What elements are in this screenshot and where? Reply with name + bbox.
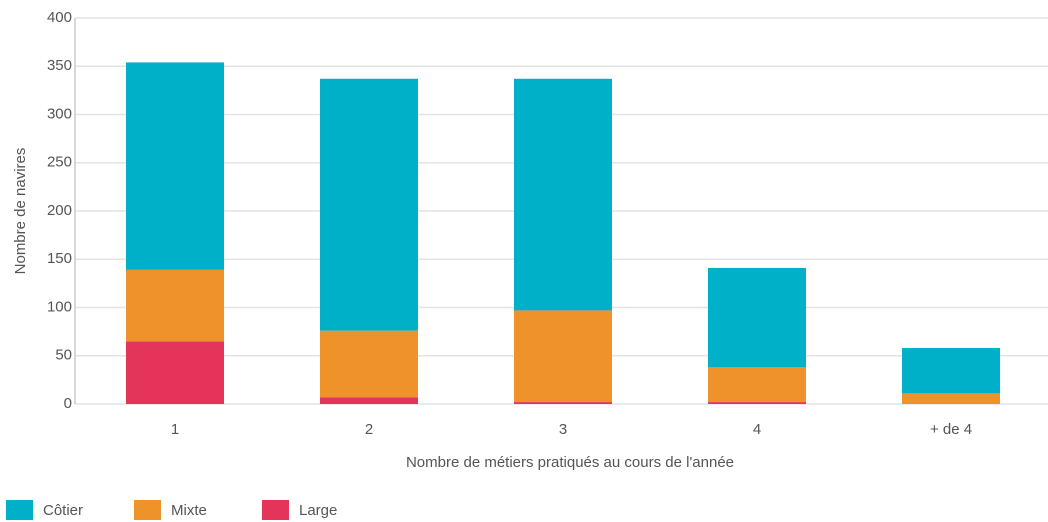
- bar-segment: [320, 78, 418, 331]
- x-axis-label: Nombre de métiers pratiqués au cours de …: [406, 454, 734, 471]
- x-tick-label: + de 4: [930, 421, 972, 438]
- bar-segment: [320, 397, 418, 404]
- bar-segment: [902, 348, 1000, 394]
- bar-segment: [514, 78, 612, 311]
- bar-segment: [320, 330, 418, 398]
- y-tick-label: 50: [55, 347, 72, 364]
- legend-swatch: [262, 500, 289, 520]
- x-tick-label: 3: [559, 421, 567, 438]
- y-tick-label: 0: [64, 395, 72, 412]
- bar-segment: [126, 62, 224, 270]
- bar-segment: [126, 341, 224, 404]
- y-tick-label: 350: [47, 57, 72, 74]
- y-tick-label: 400: [47, 9, 72, 26]
- y-tick-label: 100: [47, 298, 72, 315]
- bar-segment: [902, 393, 1000, 404]
- bar-segment: [514, 310, 612, 403]
- bar-segment: [708, 402, 806, 404]
- y-tick-label: 300: [47, 105, 72, 122]
- y-tick-label: 150: [47, 250, 72, 267]
- x-tick-label: 1: [171, 421, 179, 438]
- legend-label: Large: [299, 502, 337, 519]
- legend-label: Mixte: [171, 502, 207, 519]
- bar-segment: [708, 267, 806, 368]
- legend-swatch: [134, 500, 161, 520]
- bar-segment: [126, 269, 224, 342]
- y-tick-label: 250: [47, 154, 72, 171]
- bar-segment: [708, 367, 806, 403]
- x-tick-label: 4: [753, 421, 761, 438]
- y-axis-label: Nombre de navires: [12, 148, 29, 275]
- legend-swatch: [6, 500, 33, 520]
- legend-label: Côtier: [43, 502, 83, 519]
- x-tick-label: 2: [365, 421, 373, 438]
- bar-segment: [514, 402, 612, 404]
- y-tick-label: 200: [47, 202, 72, 219]
